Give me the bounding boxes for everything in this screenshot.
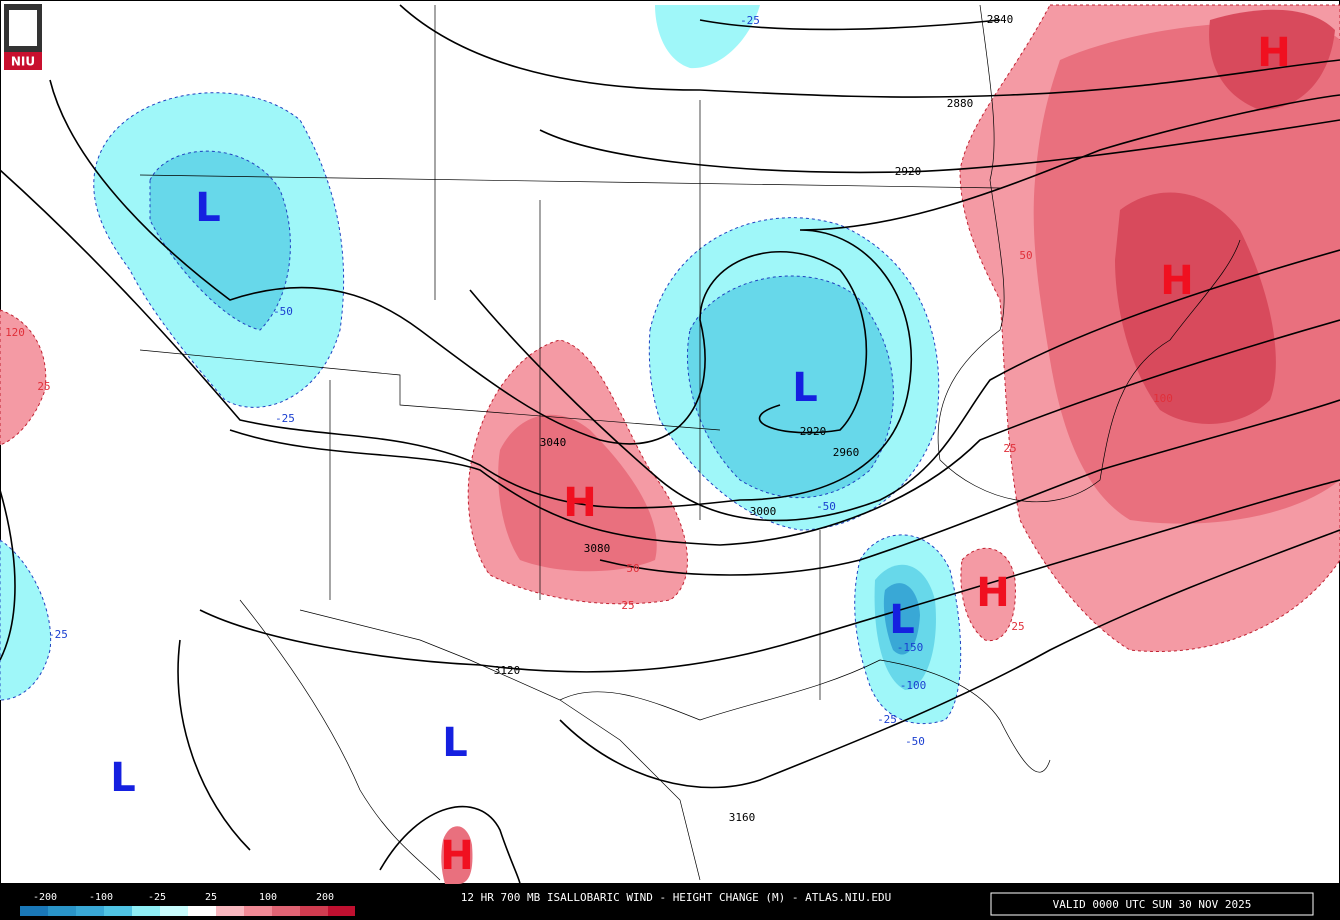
- change-label: 25: [1011, 620, 1024, 633]
- change-label: -50: [905, 735, 925, 748]
- change-label: -50: [273, 305, 293, 318]
- logo: NIU: [4, 4, 42, 70]
- high-center: H: [440, 833, 473, 879]
- color-scale: -200 -100 -25 25 100 200: [20, 892, 355, 916]
- height-label: 3160: [729, 811, 756, 824]
- change-label: -25: [877, 713, 897, 726]
- low-center: L: [110, 755, 136, 801]
- change-label: -50: [816, 500, 836, 513]
- falling-areas: [0, 5, 962, 725]
- change-label: 25: [1003, 442, 1016, 455]
- borders: [139, 4, 1241, 881]
- scale-label: -100: [89, 892, 113, 903]
- change-label: -100: [900, 679, 927, 692]
- change-label: 50: [1019, 249, 1032, 262]
- change-label: -25: [48, 628, 68, 641]
- height-label: 3080: [584, 542, 611, 555]
- change-label: 25: [37, 380, 50, 393]
- map-title: 12 HR 700 MB ISALLOBARIC WIND - HEIGHT C…: [461, 891, 891, 904]
- height-label: 2840: [987, 13, 1014, 26]
- valid-box: [990, 892, 1314, 916]
- scale-label: -200: [33, 892, 57, 903]
- low-center: L: [792, 365, 818, 411]
- height-labels: 2840 2880 2920 3040 3080 3000 2920 2960 …: [494, 13, 1014, 824]
- pressure-centers: L L L L L H H H H H: [110, 30, 1290, 879]
- high-center: H: [1257, 30, 1290, 76]
- height-label: 2960: [833, 446, 860, 459]
- high-center: H: [563, 480, 596, 526]
- change-label: 25: [621, 599, 634, 612]
- height-label: 3120: [494, 664, 521, 677]
- change-label: -150: [897, 641, 924, 654]
- height-contours: [0, 4, 1340, 885]
- rising-areas: [0, 4, 1340, 884]
- scale-label: 25: [205, 892, 217, 903]
- change-label: -25: [275, 412, 295, 425]
- change-label: 100: [1153, 392, 1173, 405]
- height-label: 2920: [895, 165, 922, 178]
- change-label: 120: [5, 326, 25, 339]
- change-label: 50: [626, 562, 639, 575]
- change-label: -25: [740, 14, 760, 27]
- height-label: 3000: [750, 505, 777, 518]
- low-center: L: [889, 597, 915, 643]
- valid-time: VALID 0000 UTC SUN 30 NOV 2025: [1053, 898, 1252, 911]
- high-center: H: [976, 570, 1009, 616]
- height-label: 2920: [800, 425, 827, 438]
- logo-text: NIU: [11, 55, 35, 69]
- scale-label: 200: [316, 892, 334, 903]
- high-center: H: [1160, 258, 1193, 304]
- scale-label: -25: [148, 892, 166, 903]
- height-label: 2880: [947, 97, 974, 110]
- height-label: 3040: [540, 436, 567, 449]
- change-labels: -25 -50 -25 -25 -50 -150 -100 -25 -50 12…: [5, 14, 1173, 748]
- scale-label: 100: [259, 892, 277, 903]
- low-center: L: [195, 185, 221, 231]
- low-center: L: [442, 720, 468, 766]
